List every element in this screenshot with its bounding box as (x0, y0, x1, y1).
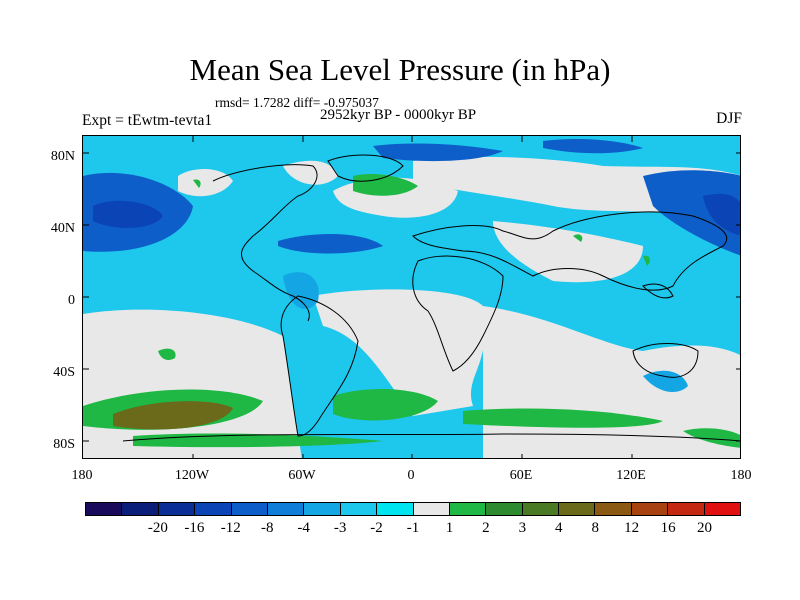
colorbar-label: 12 (624, 520, 640, 536)
colorbar-swatch (158, 503, 196, 515)
latitude-tick-label: 0 (68, 293, 75, 308)
season-label: DJF (716, 110, 742, 127)
colorbar-label: 20 (697, 520, 713, 536)
colorbar-swatch (86, 503, 123, 515)
plot-title: Mean Sea Level Pressure (in hPa) (189, 52, 611, 87)
map-tick-marks (83, 136, 740, 458)
colorbar-swatch (486, 503, 523, 515)
longitude-tick-label: 120E (616, 468, 646, 483)
colorbar-swatch (304, 503, 341, 515)
colorbar-swatch (704, 503, 741, 515)
colorbar-swatch (668, 503, 705, 515)
colorbar-swatch (377, 503, 414, 515)
colorbar-label: 2 (482, 520, 490, 536)
time-period: 2952kyr BP - 0000kyr BP (320, 107, 477, 123)
colorbar-swatch (340, 503, 378, 515)
colorbar-swatch (559, 503, 596, 515)
coastlines (122, 154, 740, 442)
colorbar (85, 502, 741, 516)
colorbar-label: -4 (297, 520, 310, 536)
rmsd-diff-stats: rmsd= 1.7282 diff= -0.975037 (215, 95, 379, 110)
negative-anomaly-regions (83, 138, 740, 256)
pressure-anomaly-map (82, 135, 741, 459)
colorbar-label: -1 (406, 520, 420, 536)
colorbar-swatch (267, 503, 305, 515)
longitude-tick-label: 0 (407, 468, 415, 483)
longitude-tick-label: 60W (288, 468, 316, 483)
longitude-tick-label: 180 (71, 468, 93, 483)
moderate-negative-regions (283, 272, 688, 392)
colorbar-label: -3 (333, 520, 347, 536)
latitude-tick-label: 80N (50, 149, 75, 164)
latitude-tick-label: 80S (53, 437, 75, 452)
strong-positive-region (113, 401, 233, 430)
latitude-tick-label: 40N (50, 221, 75, 236)
colorbar-swatch (631, 503, 669, 515)
colorbar-swatch (595, 503, 632, 515)
colorbar-label: -12 (220, 520, 241, 536)
colorbar-swatch (122, 503, 159, 515)
colorbar-label: -16 (184, 520, 205, 536)
experiment-label: Expt = tEwtm-tevta1 (82, 112, 213, 129)
colorbar-swatch (413, 503, 450, 515)
colorbar-label: -20 (147, 520, 168, 536)
strong-negative-regions (93, 193, 740, 236)
colorbar-swatch (449, 503, 487, 515)
longitude-tick-label: 60E (509, 468, 533, 483)
colorbar-swatch (195, 503, 232, 515)
colorbar-label: -8 (260, 520, 274, 536)
colorbar-label: 8 (591, 520, 599, 536)
colorbar-swatch (231, 503, 268, 515)
latitude-tick-label: 40S (53, 365, 75, 380)
longitude-tick-label: 120W (174, 468, 210, 483)
longitude-tick-label: 180 (730, 468, 752, 483)
colorbar-label: 1 (445, 520, 454, 536)
colorbar-label: 16 (660, 520, 676, 536)
colorbar-swatch (522, 503, 560, 515)
colorbar-label: 4 (555, 520, 563, 536)
colorbar-label: -2 (370, 520, 383, 536)
colorbar-label: 3 (518, 520, 527, 536)
